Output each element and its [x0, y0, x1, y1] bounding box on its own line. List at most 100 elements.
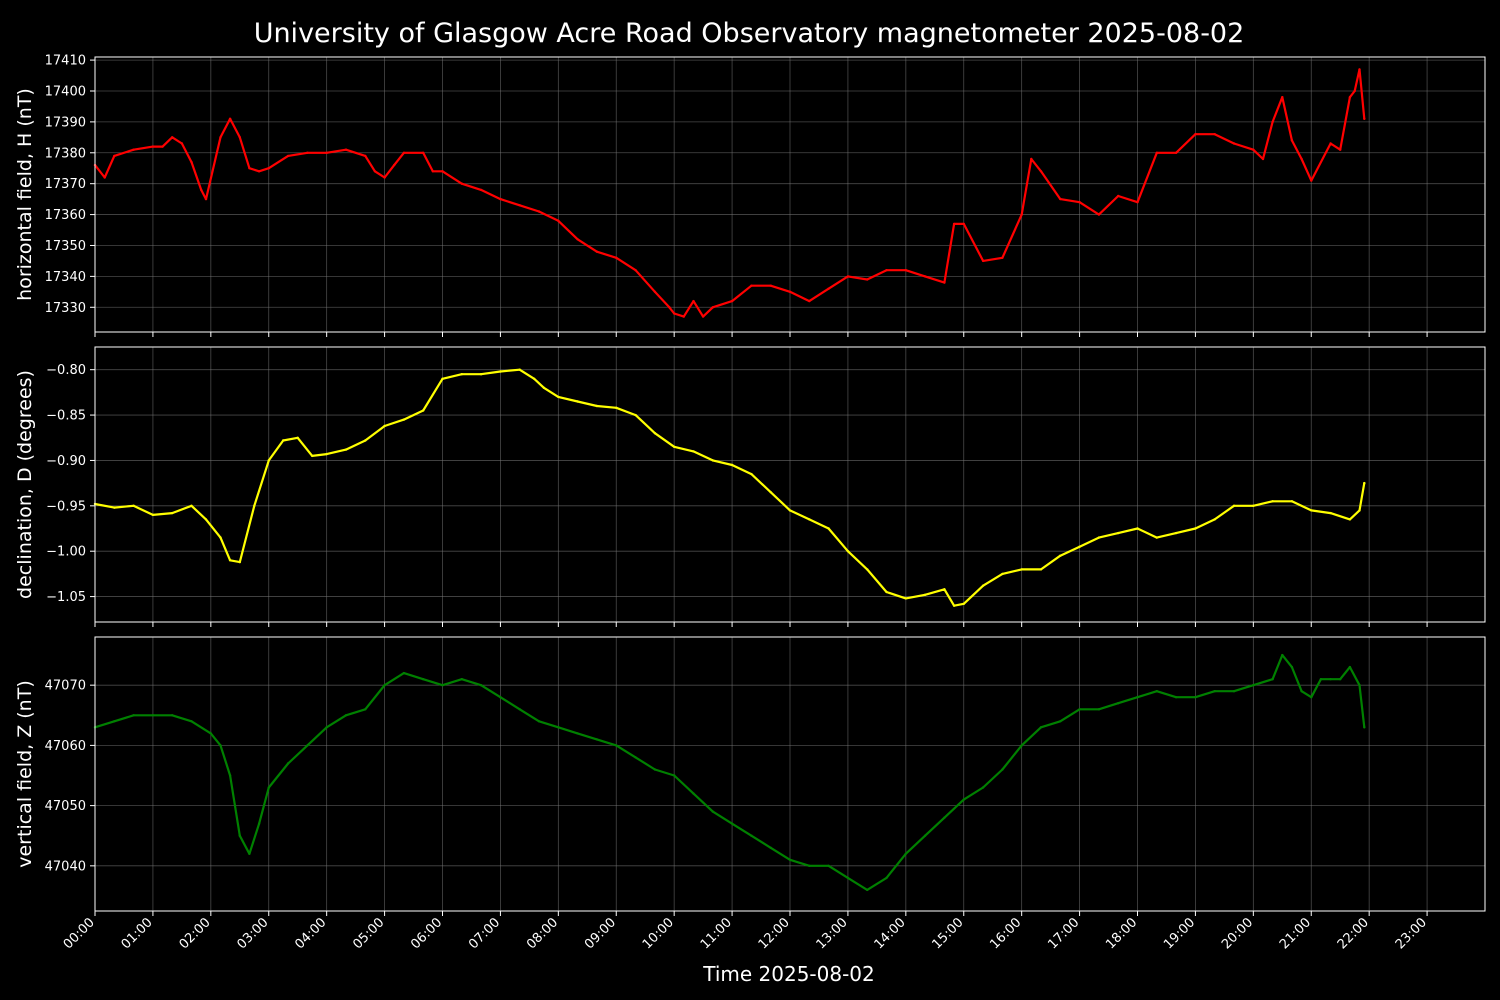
data-point-Z: [653, 768, 657, 771]
data-point-Z: [1117, 702, 1120, 705]
data-point-Z: [769, 846, 772, 849]
data-point-H: [711, 306, 714, 309]
data-point-D: [499, 370, 502, 373]
x-tick-label: 21:00: [1277, 915, 1314, 952]
data-point-H: [422, 151, 425, 154]
axes-frame-Z: [94, 636, 1486, 912]
x-tick-label: 05:00: [350, 915, 387, 952]
data-point-H: [808, 299, 811, 303]
data-point-D: [1232, 504, 1236, 507]
y-tick-label: 47050: [45, 799, 86, 814]
data-point-Z: [1339, 678, 1342, 681]
data-point-Z: [576, 732, 579, 735]
data-point-D: [634, 413, 637, 417]
y-axis-label-H: horizontal field, H (nT): [14, 88, 36, 301]
data-point-H: [1213, 133, 1216, 136]
data-point-D: [282, 439, 285, 442]
data-point-Z: [1252, 684, 1255, 687]
data-point-D: [542, 386, 546, 389]
data-point-D: [750, 472, 753, 476]
data-point-D: [171, 511, 174, 515]
data-point-H: [257, 170, 261, 173]
data-point-Z: [1039, 726, 1043, 729]
data-point-H: [1030, 157, 1033, 161]
x-tick-label: 11:00: [698, 915, 735, 952]
y-tick-label: 17390: [45, 115, 86, 130]
data-point-H: [673, 312, 676, 315]
data-point-Z: [615, 744, 618, 747]
data-point-D: [962, 602, 965, 605]
data-point-D: [952, 604, 956, 607]
data-point-D: [923, 593, 927, 596]
data-point-H: [1290, 139, 1294, 142]
y-tick-label: 17370: [45, 177, 86, 192]
data-point-Z: [267, 786, 270, 789]
data-point-Z: [113, 720, 116, 723]
series-line-Z: [93, 653, 1366, 892]
data-point-D: [730, 463, 734, 467]
data-point-H: [1194, 133, 1197, 136]
data-point-D: [1117, 531, 1120, 535]
data-point-Z: [1358, 684, 1361, 687]
series-line-H: [93, 68, 1366, 318]
data-point-D: [311, 454, 314, 458]
data-point-D: [479, 373, 483, 376]
data-point-D: [808, 518, 811, 521]
data-point-Z: [1001, 768, 1004, 771]
data-point-H: [113, 154, 116, 158]
data-point-H: [537, 210, 541, 213]
x-tick-label: 03:00: [234, 915, 271, 952]
data-point-D: [673, 445, 676, 448]
y-tick-label: 47040: [45, 859, 86, 874]
data-point-H: [151, 145, 155, 148]
data-point-H: [161, 145, 164, 148]
data-point-Z: [1363, 726, 1366, 729]
data-point-H: [1252, 148, 1255, 151]
x-tick-label: 04:00: [292, 915, 329, 952]
x-tick-label: 12:00: [756, 915, 793, 952]
data-point-Z: [1290, 665, 1294, 669]
data-point-H: [306, 151, 309, 154]
x-tick-label: 06:00: [408, 915, 445, 952]
data-point-D: [1039, 568, 1043, 571]
data-point-D: [219, 536, 222, 539]
data-point-Z: [499, 696, 502, 699]
data-point-Z: [1194, 696, 1197, 699]
data-point-H: [190, 160, 193, 164]
y-tick-label: 17350: [45, 239, 86, 254]
data-point-Z: [1319, 678, 1323, 681]
data-point-Z: [1329, 678, 1332, 681]
data-point-H: [1020, 213, 1023, 216]
data-point-D: [846, 550, 850, 553]
data-point-D: [267, 459, 270, 462]
data-point-Z: [1213, 690, 1216, 693]
data-point-H: [1310, 179, 1313, 182]
data-point-D: [1363, 481, 1366, 485]
data-point-D: [943, 588, 946, 591]
data-point-Z: [1059, 720, 1062, 723]
data-point-H: [364, 154, 367, 158]
data-point-Z: [1271, 678, 1274, 681]
data-point-H: [1339, 148, 1342, 151]
data-point-H: [692, 299, 695, 303]
data-point-D: [885, 590, 888, 594]
data-point-D: [1290, 500, 1294, 503]
y-tick-label: 17340: [45, 270, 86, 285]
data-point-D: [1252, 504, 1255, 507]
data-point-Z: [402, 671, 406, 675]
data-point-D: [296, 436, 299, 439]
data-point-Z: [711, 810, 714, 813]
panel-Z: 47040 47050 47060 47070 vertical field, Z (n…: [14, 636, 1486, 916]
data-point-H: [769, 284, 772, 287]
data-point-Z: [692, 792, 695, 795]
data-point-D: [1194, 527, 1197, 530]
data-point-Z: [923, 834, 927, 837]
x-tick-label: 20:00: [1219, 915, 1256, 952]
y-tick-label: −0.85: [46, 409, 86, 424]
y-tick-label: 17360: [45, 208, 86, 223]
axes-frame-D: [94, 346, 1486, 623]
data-point-D: [113, 506, 116, 509]
data-point-Z: [904, 852, 907, 855]
data-point-Z: [190, 720, 193, 723]
data-point-H: [1261, 157, 1265, 161]
